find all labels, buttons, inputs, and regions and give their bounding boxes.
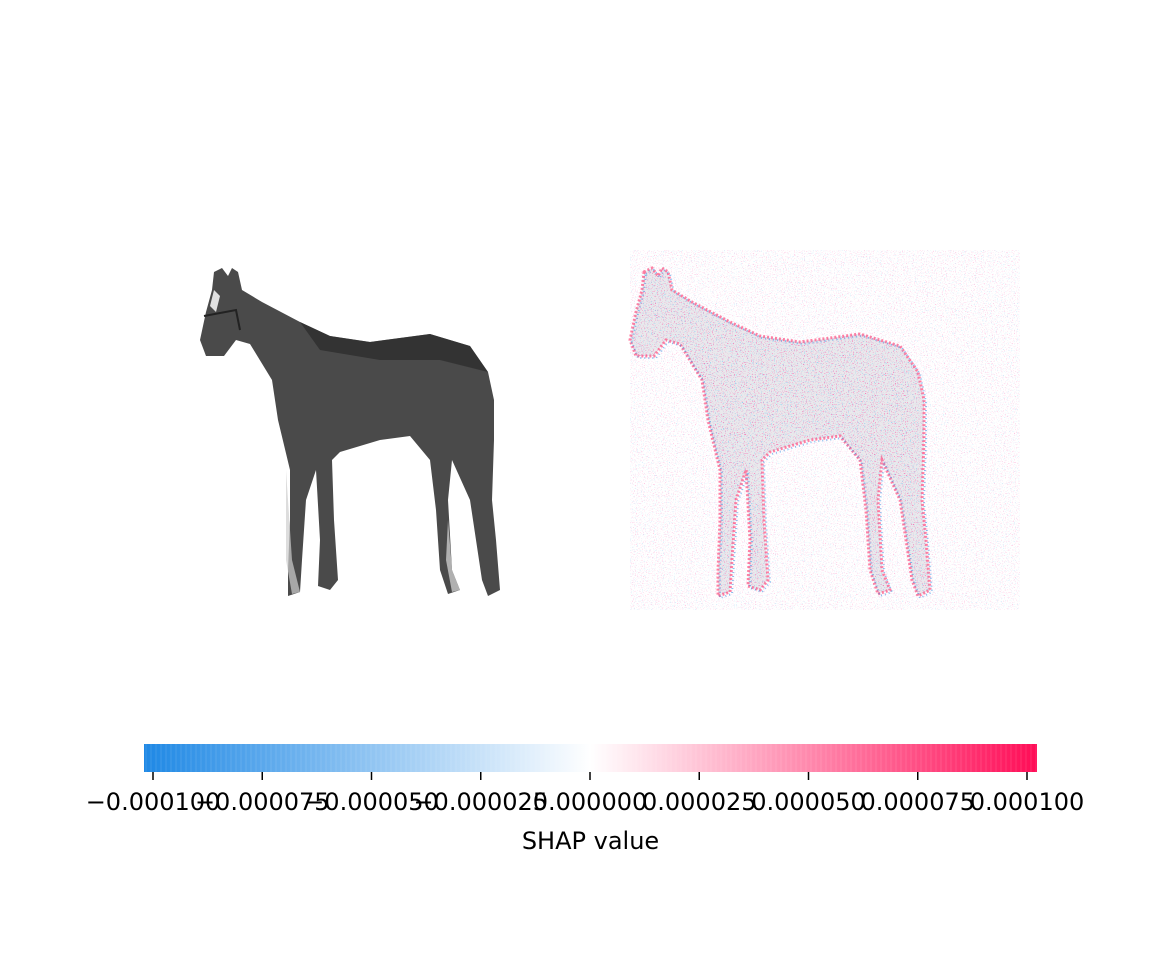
colorbar-gradient bbox=[144, 744, 1037, 772]
colorbar-tick-label: 0.000100 bbox=[970, 788, 1085, 816]
horse-image bbox=[200, 268, 500, 596]
shap-overlay-panel bbox=[628, 250, 1020, 610]
colorbar: −0.000100−0.000075−0.000050−0.0000250.00… bbox=[86, 744, 1085, 855]
colorbar-tick-label: 0.000025 bbox=[642, 788, 757, 816]
horse-back-shade bbox=[300, 322, 488, 372]
colorbar-tick-label: 0.000075 bbox=[860, 788, 975, 816]
horse-blaze bbox=[210, 290, 220, 312]
horse-leg-highlight bbox=[446, 520, 460, 592]
colorbar-tick-label: −0.000100 bbox=[86, 788, 221, 816]
colorbar-tick-label: −0.000050 bbox=[304, 788, 439, 816]
colorbar-tick-label: −0.000075 bbox=[195, 788, 330, 816]
horse-leg-highlight bbox=[286, 470, 300, 594]
colorbar-tick-label: 0.000000 bbox=[533, 788, 648, 816]
colorbar-banding bbox=[145, 744, 1037, 772]
colorbar-tick-label: −0.000025 bbox=[413, 788, 548, 816]
colorbar-label: SHAP value bbox=[522, 827, 659, 855]
colorbar-tick-label: 0.000050 bbox=[751, 788, 866, 816]
input-image-panel bbox=[200, 268, 500, 596]
horse-bridle bbox=[203, 308, 241, 331]
